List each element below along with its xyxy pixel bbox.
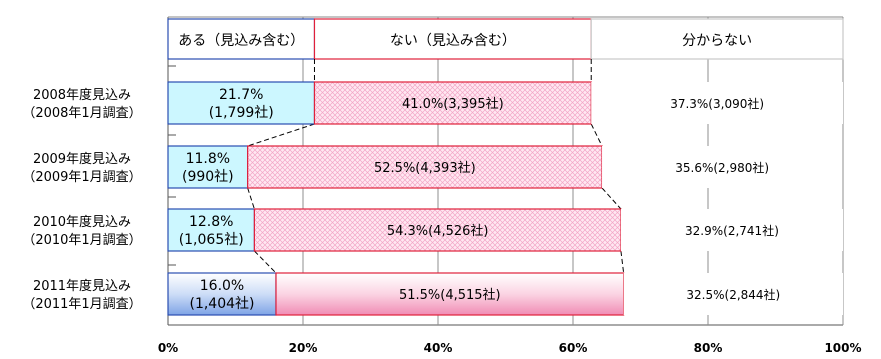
x-tick-label: 100%: [824, 341, 861, 355]
legend: ある（見込み含む） ない（見込み含む） 分からない: [167, 18, 844, 60]
bar-segment: [620, 209, 843, 251]
x-tick-label: 60%: [559, 341, 588, 355]
connector-line: [254, 250, 277, 274]
category-label: （2011年1月調査）: [22, 297, 141, 312]
data-label: (1,799社): [209, 105, 274, 121]
bar-segment: [313, 81, 592, 125]
data-label: 54.3%(4,526社): [387, 223, 489, 239]
legend-label: 分からない: [682, 33, 752, 49]
legend-label: ない（見込み含む）: [390, 33, 516, 49]
connector-line: [601, 187, 622, 210]
data-label: 51.5%(4,515社): [399, 287, 501, 303]
data-label: (1,065社): [179, 232, 244, 248]
legend-box: [313, 18, 592, 60]
x-tick-label: 0%: [158, 341, 178, 355]
data-label: 37.3%(3,090社): [670, 96, 764, 111]
bar-segment: [253, 208, 622, 252]
bars: [167, 81, 843, 316]
x-tick-label: 80%: [694, 341, 723, 355]
data-labels: 21.7% (1,799社) 41.0%(3,395社) 37.3%(3,090社) 1…: [179, 87, 781, 312]
x-tick-label: 20%: [289, 341, 318, 355]
data-label: 32.5%(2,844社): [686, 287, 780, 302]
legend-box: [590, 18, 844, 60]
category-label: 2011年度見込み: [33, 278, 131, 294]
category-label: （2008年1月調査）: [22, 106, 141, 121]
category-label: （2010年1月調査）: [22, 233, 141, 248]
bar-segment: [602, 146, 843, 188]
data-label: (990社): [182, 169, 234, 185]
data-label: 12.8%: [189, 214, 233, 230]
connector-lines: [247, 59, 625, 274]
x-tick-label: 40%: [424, 341, 453, 355]
category-label: 2010年度見込み: [33, 214, 131, 230]
data-label: 52.5%(4,393社): [374, 160, 476, 176]
category-label: 2009年度見込み: [33, 151, 131, 167]
x-axis-ticks: 0% 20% 40% 60% 80% 100%: [158, 341, 862, 355]
legend-box: [167, 18, 316, 60]
connector-line: [590, 123, 603, 147]
bar-segment: [591, 82, 843, 124]
data-label: 21.7%: [219, 87, 263, 103]
legend-label: ある（見込み含む）: [178, 33, 304, 49]
data-label: (1,404社): [189, 296, 254, 312]
category-label: （2009年1月調査）: [22, 170, 141, 185]
bar-segment: [167, 81, 316, 125]
category-label: 2008年度見込み: [33, 87, 131, 103]
data-label: 41.0%(3,395社): [402, 96, 504, 112]
category-labels: 2008年度見込み （2008年1月調査） 2009年度見込み （2009年1月調査）…: [22, 87, 141, 312]
bar-segment: [167, 208, 256, 252]
bar-segment: [623, 273, 843, 315]
data-label: 11.8%: [186, 151, 230, 167]
connector-line: [247, 187, 255, 210]
data-label: 16.0%: [200, 278, 244, 294]
connector-line: [247, 123, 315, 147]
connector-line: [620, 250, 625, 274]
bar-segment: [247, 145, 603, 189]
data-label: 35.6%(2,980社): [675, 160, 769, 175]
data-label: 32.9%(2,741社): [685, 223, 779, 238]
